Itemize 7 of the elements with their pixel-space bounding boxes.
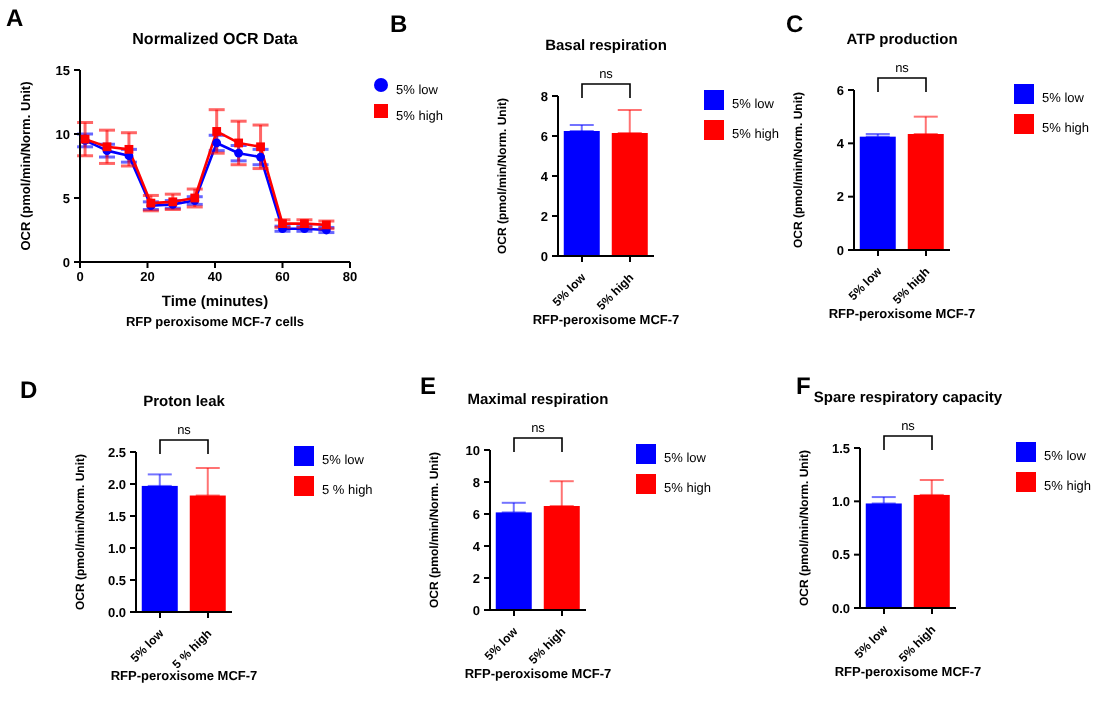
text: C — [786, 10, 804, 38]
text: A — [6, 4, 24, 32]
text: E — [420, 372, 437, 400]
text: D — [20, 376, 38, 404]
text: F — [796, 372, 811, 400]
text: B — [390, 10, 408, 38]
chart-title: Normalized OCR Data — [130, 30, 300, 48]
